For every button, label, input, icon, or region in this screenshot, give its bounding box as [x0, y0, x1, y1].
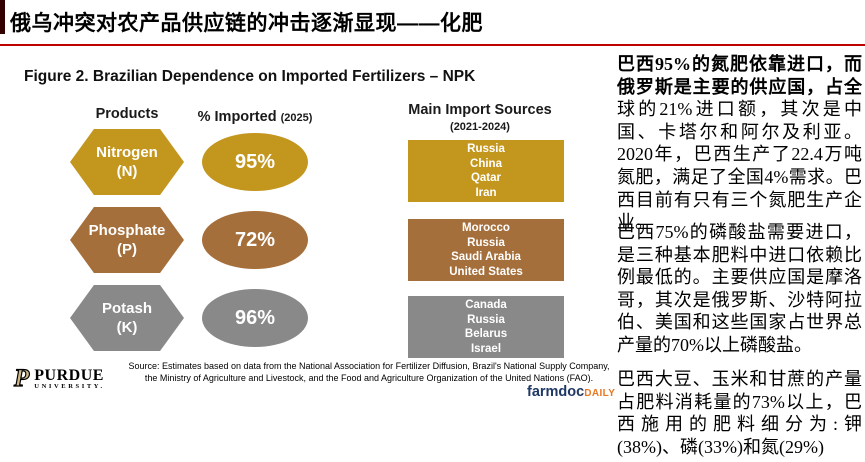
- column-header-sources: Main Import Sources: [408, 102, 552, 118]
- imported-ellipse-potash: 96%: [202, 289, 308, 347]
- source-country: Russia: [467, 313, 505, 326]
- product-hexagon-potash: Potash (K): [70, 285, 184, 351]
- product-symbol: (N): [116, 163, 138, 180]
- purdue-logo: P PURDUE UNIVERSITY.: [13, 365, 105, 392]
- source-country: Russia: [467, 236, 505, 249]
- column-header-imported: % Imported (2025): [188, 109, 322, 125]
- daily-wordmark: DAILY: [584, 388, 616, 399]
- product-name: Potash: [101, 300, 152, 317]
- figure-source-note: Source: Estimates based on data from the…: [128, 361, 610, 384]
- product-symbol: (K): [116, 319, 138, 336]
- imported-ellipse-phosphate: 72%: [202, 211, 308, 269]
- sources-box-nitrogen: Russia China Qatar Iran: [408, 140, 564, 202]
- note-paragraph-rest: 球的21%进口额，其次是中国、卡塔尔和阿尔及利亚。2020年，巴西生产了22.4…: [617, 99, 862, 233]
- imported-ellipse-nitrogen: 95%: [202, 133, 308, 191]
- sources-box-phosphate: Morocco Russia Saudi Arabia United State…: [408, 219, 564, 281]
- product-name: Nitrogen: [96, 144, 158, 161]
- figure-title: Figure 2. Brazilian Dependence on Import…: [24, 68, 476, 85]
- imported-label: % Imported: [197, 109, 277, 125]
- note-paragraph-phosphate: 巴西75%的磷酸盐需要进口，是三种基本肥料中进口依赖比例最低的。主要供应国是摩洛…: [617, 222, 862, 355]
- product-hexagon-phosphate: Phosphate (P): [70, 207, 184, 273]
- purdue-university-label: UNIVERSITY.: [34, 382, 105, 390]
- source-country: Canada: [465, 299, 507, 311]
- source-country: Israel: [470, 342, 502, 355]
- sources-box-potash: Canada Russia Belarus Israel: [408, 296, 564, 358]
- title-divider-rule: [0, 44, 865, 46]
- note-paragraph-bold-lead: 巴西95%的氮肥依靠进口，而俄罗斯是主要的供应国，占全: [617, 54, 862, 97]
- purdue-name: PURDUE: [34, 366, 104, 384]
- purdue-wordmark: PURDUE UNIVERSITY.: [34, 366, 105, 390]
- note-paragraph-consumption: 巴西大豆、玉米和甘蔗的产量占肥料消耗量的73%以上，巴西施用的肥料细分为:钾(3…: [617, 369, 862, 457]
- farmdoc-daily-logo: farmdocDAILY: [527, 383, 615, 401]
- imported-percent: 96%: [234, 306, 276, 329]
- source-note-line2: the Ministry of Agriculture and Livestoc…: [144, 372, 594, 383]
- left-accent-bar: [0, 0, 5, 34]
- product-name: Phosphate: [88, 222, 166, 239]
- source-country: Qatar: [470, 172, 502, 184]
- note-paragraph-nitrogen: 巴西95%的氮肥依靠进口，而俄罗斯是主要的供应国，占全球的21%进口额，其次是中…: [617, 53, 862, 234]
- source-country: Belarus: [464, 328, 508, 340]
- product-symbol: (P): [117, 241, 137, 258]
- source-country: United States: [449, 265, 523, 278]
- source-country: China: [470, 157, 502, 170]
- imported-year-label: (2025): [280, 112, 313, 124]
- source-country: Morocco: [462, 222, 510, 234]
- page-title: 俄乌冲突对农产品供应链的冲击逐渐显现——化肥: [10, 12, 483, 35]
- column-header-sources-years: (2021-2024): [450, 121, 510, 133]
- product-hexagon-nitrogen: Nitrogen (N): [70, 129, 184, 195]
- purdue-p-icon: P: [13, 365, 30, 392]
- source-country: Iran: [475, 186, 497, 199]
- imported-percent: 95%: [234, 150, 276, 173]
- source-country: Russia: [467, 143, 505, 155]
- source-note-line1: Source: Estimates based on data from the…: [128, 361, 610, 371]
- source-country: Saudi Arabia: [451, 251, 521, 263]
- imported-percent: 72%: [234, 228, 276, 251]
- column-header-products: Products: [95, 106, 159, 122]
- farmdoc-wordmark: farmdoc: [527, 384, 585, 400]
